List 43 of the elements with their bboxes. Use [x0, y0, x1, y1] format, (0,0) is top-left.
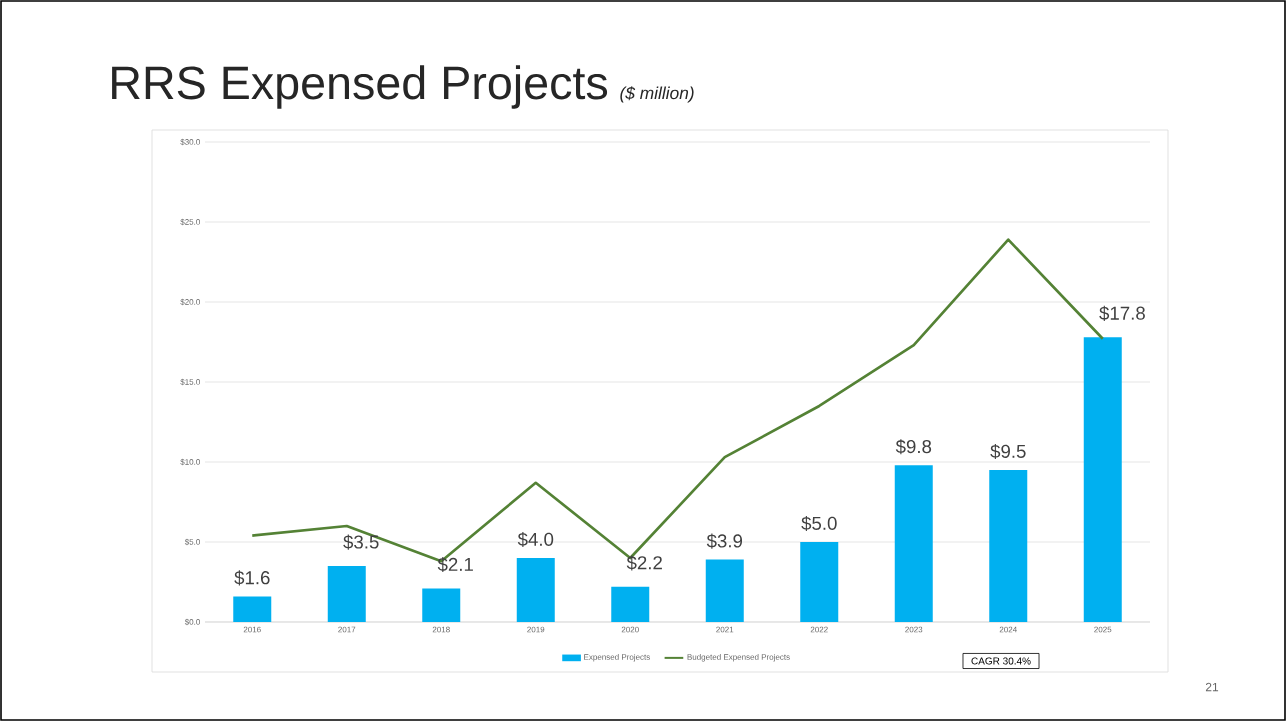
- x-tick-label: 2020: [621, 626, 639, 633]
- y-tick-label: $15.0: [180, 378, 200, 386]
- data-label: $2.1: [437, 557, 473, 573]
- x-tick-label: 2017: [338, 626, 356, 633]
- chart-subtitle: ($ million): [620, 86, 694, 103]
- legend-label: Budgeted Expensed Projects: [687, 653, 790, 662]
- x-tick-label: 2019: [527, 626, 545, 633]
- text: CAGR 30.4%: [971, 657, 1031, 665]
- bar: [989, 469, 1028, 622]
- bar: [611, 586, 650, 622]
- y-tick-label: $10.0: [180, 458, 200, 466]
- bar: [705, 559, 744, 622]
- y-tick-label: $30.0: [180, 138, 200, 146]
- bar: [516, 557, 555, 622]
- data-label: $4.0: [517, 531, 554, 548]
- bar: [422, 588, 461, 622]
- chart-title: RRS Expensed Projects: [112, 65, 608, 109]
- bar: [327, 565, 366, 622]
- x-tick-label: 2021: [716, 626, 734, 633]
- bar: [800, 541, 839, 622]
- x-tick-label: 2018: [432, 626, 450, 633]
- bar: [1083, 337, 1122, 622]
- bar: [894, 465, 933, 622]
- data-label: $3.9: [706, 533, 743, 549]
- data-label: $3.5: [343, 534, 379, 550]
- data-label: $9.5: [990, 443, 1026, 460]
- data-label: $9.8: [895, 439, 932, 455]
- y-tick-label: $0.0: [184, 618, 200, 626]
- data-label: $1.6: [234, 570, 270, 586]
- y-tick-label: $20.0: [180, 298, 200, 306]
- x-tick-label: 2025: [1094, 626, 1112, 633]
- y-tick-label: $5.0: [184, 538, 200, 546]
- data-label: $17.8: [1099, 305, 1145, 321]
- x-tick-label: 2022: [810, 626, 828, 633]
- x-tick-label: 2024: [999, 626, 1017, 633]
- data-label: $5.0: [801, 515, 837, 532]
- bar: [233, 596, 272, 622]
- data-label: $2.2: [626, 555, 662, 571]
- y-tick-label: $25.0: [180, 218, 200, 226]
- x-tick-label: 2023: [905, 626, 923, 633]
- text: 21: [1205, 682, 1219, 692]
- legend-label: Expensed Projects: [584, 653, 650, 662]
- x-tick-label: 2016: [243, 626, 261, 633]
